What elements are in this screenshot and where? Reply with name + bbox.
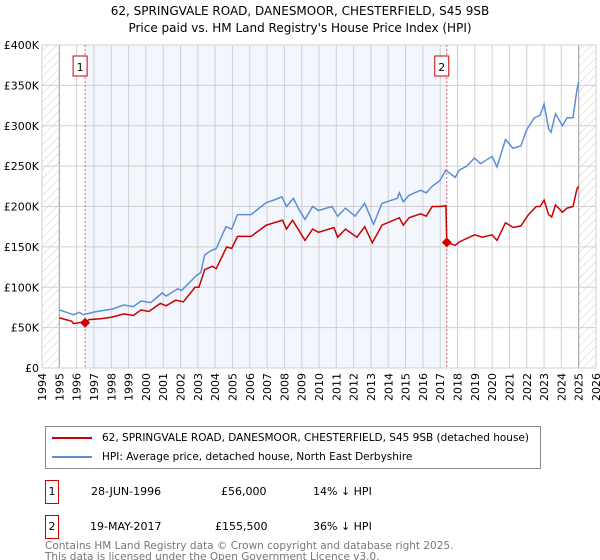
x-tick-label: 2001 <box>157 373 170 401</box>
y-tick-label: £150K <box>4 241 40 254</box>
y-tick-label: £0 <box>25 362 39 375</box>
x-tick-label: 2016 <box>417 373 430 401</box>
sale-date: 19-MAY-2017 <box>90 520 162 533</box>
sale-marker-badge: 1 <box>45 480 59 504</box>
x-tick-label: 2002 <box>175 373 188 401</box>
x-tick-label: 2023 <box>538 373 551 401</box>
sale-price: £56,000 <box>221 485 267 498</box>
y-tick-label: £100K <box>4 281 40 294</box>
x-tick-label: 1994 <box>36 373 49 401</box>
sale-label-box <box>434 55 450 77</box>
sale-hpi-diff: 36% ↓ HPI <box>313 520 372 533</box>
sale-marker-badge: 2 <box>45 515 59 539</box>
x-tick-label: 2005 <box>226 373 239 401</box>
legend: 62, SPRINGVALE ROAD, DANESMOOR, CHESTERF… <box>45 426 541 469</box>
x-tick-label: 2020 <box>486 373 499 401</box>
blue-line-swatch <box>52 456 92 458</box>
y-tick-label: £300K <box>4 120 40 133</box>
x-tick-label: 2025 <box>573 373 586 401</box>
y-tick-label: £250K <box>4 160 40 173</box>
y-tick-label: £50K <box>11 322 40 335</box>
sale-label: 1 <box>77 61 84 74</box>
x-tick-label: 1996 <box>71 373 84 401</box>
chart-subtitle: Price paid vs. HM Land Registry's House … <box>128 21 472 35</box>
x-tick-label: 2017 <box>434 373 447 401</box>
x-tick-label: 2010 <box>313 373 326 401</box>
x-tick-label: 2011 <box>330 373 343 401</box>
x-tick-label: 2013 <box>365 373 378 401</box>
price-chart: 1994 1995 1996 1997 1998 1999 2000 2001 2002 2003… <box>4 39 600 401</box>
sale-point <box>441 237 452 248</box>
y-tick-label: £350K <box>4 79 40 92</box>
x-tick-label: 2000 <box>140 373 153 401</box>
series-line <box>59 185 580 325</box>
x-tick-label: 2008 <box>278 373 291 401</box>
x-tick-label: 2007 <box>261 373 274 401</box>
x-tick-label: 2026 <box>590 373 600 401</box>
x-tick-label: 2006 <box>244 373 257 401</box>
sale-hpi-diff: 14% ↓ HPI <box>313 485 372 498</box>
x-tick-label: 2019 <box>469 373 482 401</box>
x-tick-label: 2024 <box>555 373 568 401</box>
sale-label-box <box>72 55 88 77</box>
footer-licence: This data is licensed under the Open Gov… <box>45 551 380 560</box>
legend-item-hpi: HPI: Average price, detached house, Nort… <box>52 449 412 465</box>
x-tick-label: 1998 <box>105 373 118 401</box>
sale-date: 28-JUN-1996 <box>91 485 162 498</box>
x-tick-label: 2015 <box>400 373 413 401</box>
x-tick-label: 1995 <box>53 373 66 401</box>
x-tick-label: 2009 <box>296 373 309 401</box>
footer-copyright: Contains HM Land Registry data © Crown c… <box>45 540 454 552</box>
sale-point <box>80 317 91 328</box>
legend-label: HPI: Average price, detached house, Nort… <box>102 451 413 463</box>
x-tick-label: 2004 <box>209 373 222 401</box>
x-tick-label: 2003 <box>192 373 205 401</box>
sale-row-2: 2 19-MAY-2017 £155,500 36% ↓ HPI <box>45 515 465 539</box>
legend-item-property: 62, SPRINGVALE ROAD, DANESMOOR, CHESTERF… <box>52 430 529 446</box>
x-tick-label: 1997 <box>88 373 101 401</box>
chart-title: 62, SPRINGVALE ROAD, DANESMOOR, CHESTERF… <box>110 4 490 18</box>
y-tick-label: £200K <box>4 201 40 214</box>
x-tick-label: 2012 <box>348 373 361 401</box>
x-tick-label: 2018 <box>452 373 465 401</box>
y-tick-label: £400K <box>4 39 40 52</box>
x-tick-label: 2022 <box>521 373 534 401</box>
legend-label: 62, SPRINGVALE ROAD, DANESMOOR, CHESTERF… <box>102 432 529 444</box>
sale-price: £155,500 <box>215 520 268 533</box>
x-tick-label: 2014 <box>382 373 395 401</box>
red-line-swatch <box>52 437 92 439</box>
series-line <box>59 81 580 316</box>
x-tick-label: 1999 <box>123 373 136 401</box>
x-tick-label: 2021 <box>503 373 516 401</box>
sale-row-1: 1 28-JUN-1996 £56,000 14% ↓ HPI <box>45 480 465 504</box>
sale-label: 2 <box>438 61 445 74</box>
